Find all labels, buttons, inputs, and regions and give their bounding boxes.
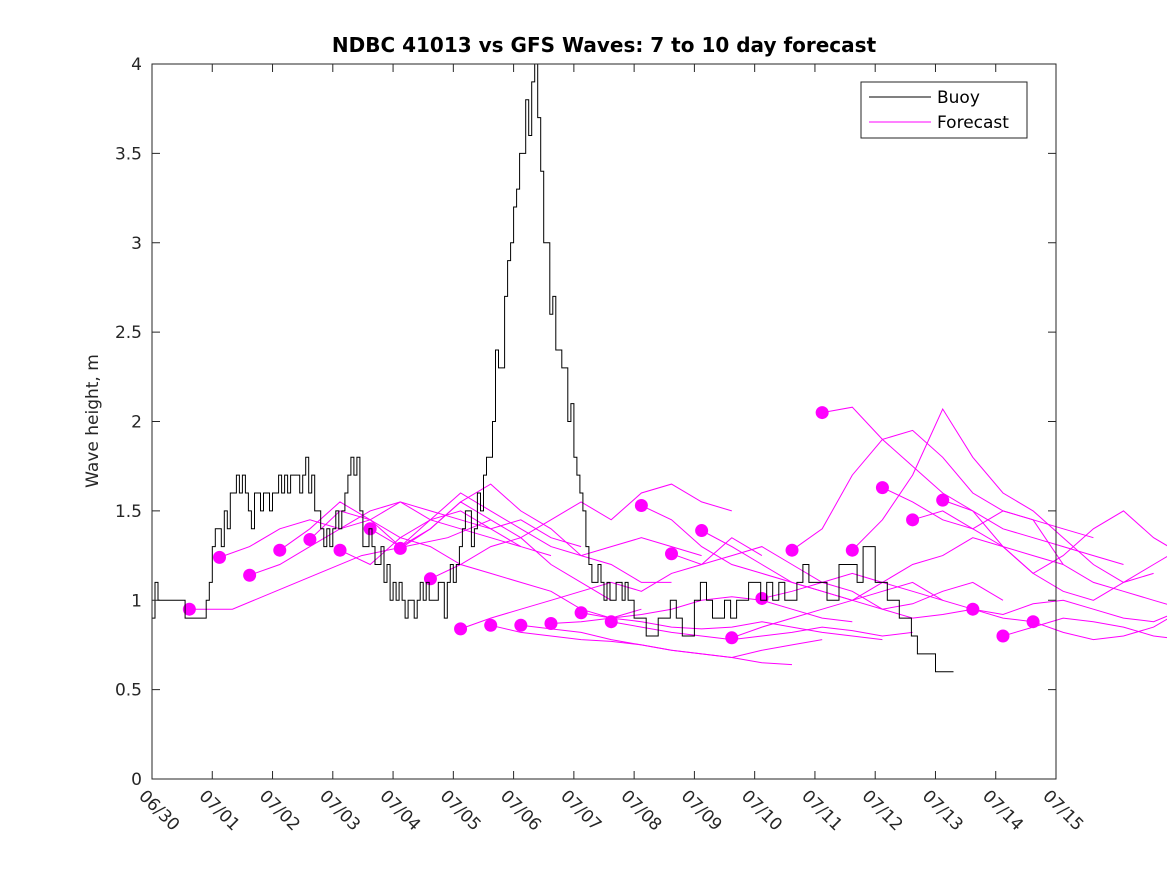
forecast-run-line <box>1002 617 1167 639</box>
forecast-run-line <box>701 530 1004 610</box>
forecast-start-point <box>755 591 769 605</box>
legend-buoy-label: Buoy <box>937 88 980 108</box>
x-tick-label: 07/06 <box>496 786 545 835</box>
x-tick-label: 07/12 <box>858 786 907 835</box>
x-tick-label: 07/08 <box>617 786 666 835</box>
legend-box <box>860 81 1028 139</box>
forecast-start-point <box>664 547 678 561</box>
y-axis-label: Wave height, m <box>83 354 103 488</box>
y-tick-label: 2 <box>131 413 142 433</box>
forecast-start-point <box>544 616 558 630</box>
forecast-run-line <box>189 519 491 610</box>
forecast-start-point <box>273 543 287 557</box>
x-tick-label: 07/03 <box>315 786 364 835</box>
forecast-start-point <box>725 631 739 645</box>
forecast-start-point <box>695 524 709 538</box>
forecast-run-line <box>369 492 672 583</box>
forecast-run-line <box>1032 618 1167 641</box>
forecast-run-line <box>520 624 823 659</box>
x-tick-label: 07/14 <box>978 786 1027 835</box>
forecast-run-line <box>430 483 732 580</box>
y-tick-label: 0 <box>131 770 142 790</box>
forecast-start-point <box>333 543 347 557</box>
forecast-run-line <box>460 537 763 630</box>
x-tick-label: 07/04 <box>376 786 425 835</box>
x-axis: 06/30 07/01 07/02 07/03 07/04 07/05 07/06 07/07… <box>134 64 1087 835</box>
forecast-start-point <box>212 550 226 564</box>
forecast-start-point <box>936 493 950 507</box>
forecast-start-point <box>966 602 980 616</box>
forecast-run-line <box>339 537 642 619</box>
x-tick-label: 07/01 <box>195 786 244 835</box>
forecast-run-line <box>761 537 1064 599</box>
y-axis: 0 0.5 1 1.5 2 2.5 3 3.5 4 <box>115 55 1056 790</box>
forecast-run-line <box>400 483 702 557</box>
legend-forecast-label: Forecast <box>937 113 1009 133</box>
forecast-start-point <box>243 568 257 582</box>
x-tick-label: 07/09 <box>677 786 726 835</box>
x-tick-label: 07/05 <box>436 786 485 835</box>
y-tick-label: 1.5 <box>115 502 142 522</box>
forecast-start-point <box>634 499 648 513</box>
forecast-run-line <box>791 429 1094 551</box>
forecast-run-line <box>972 599 1167 623</box>
x-tick-label: 07/13 <box>918 786 967 835</box>
forecast-start-point <box>574 606 588 620</box>
y-tick-label: 4 <box>131 55 142 75</box>
forecast-start-point <box>785 543 799 557</box>
forecast-start-point <box>1026 615 1040 629</box>
forecast-run-line <box>851 407 1154 583</box>
y-tick-label: 2.5 <box>115 323 142 343</box>
forecast-start-point <box>845 543 859 557</box>
forecast-start-point <box>906 513 920 527</box>
forecast-run-line <box>581 612 883 641</box>
buoy-series-line <box>152 63 954 673</box>
y-tick-label: 1 <box>131 591 142 611</box>
x-tick-label: 07/15 <box>1038 786 1087 835</box>
x-tick-label: 07/07 <box>556 786 605 835</box>
buoy-series-layer <box>152 63 954 673</box>
forecast-run-line <box>731 581 1034 639</box>
forecast-run-line <box>219 501 521 558</box>
forecast-start-point <box>514 618 528 632</box>
forecast-start-point <box>815 406 829 420</box>
forecast-run-line <box>942 499 1167 575</box>
forecast-run-line <box>279 501 582 551</box>
forecast-start-point <box>303 532 317 546</box>
forecast-start-point <box>875 481 889 495</box>
forecast-start-point <box>454 622 468 636</box>
forecast-start-point <box>604 615 618 629</box>
x-tick-label: 07/02 <box>255 786 304 835</box>
forecast-series-layer <box>182 406 1167 666</box>
chart-title: NDBC 41013 vs GFS Waves: 7 to 10 day for… <box>332 33 877 57</box>
x-tick-label: 06/30 <box>134 786 183 835</box>
legend: Buoy Forecast <box>860 81 1028 139</box>
forecast-run-line <box>249 501 552 576</box>
y-tick-label: 0.5 <box>115 681 142 701</box>
forecast-start-point <box>393 541 407 555</box>
y-tick-label: 3 <box>131 234 142 254</box>
forecast-start-point <box>484 618 498 632</box>
forecast-start-point <box>996 629 1010 643</box>
forecast-start-point <box>182 602 196 616</box>
forecast-run-line <box>550 596 853 624</box>
forecast-run-line <box>912 510 1167 601</box>
plot-area-frame <box>151 63 1057 780</box>
forecast-run-line <box>611 621 913 641</box>
x-tick-label: 07/11 <box>797 786 846 835</box>
y-tick-label: 3.5 <box>115 144 142 164</box>
forecast-run-line <box>822 406 1124 565</box>
x-tick-label: 07/10 <box>737 786 786 835</box>
